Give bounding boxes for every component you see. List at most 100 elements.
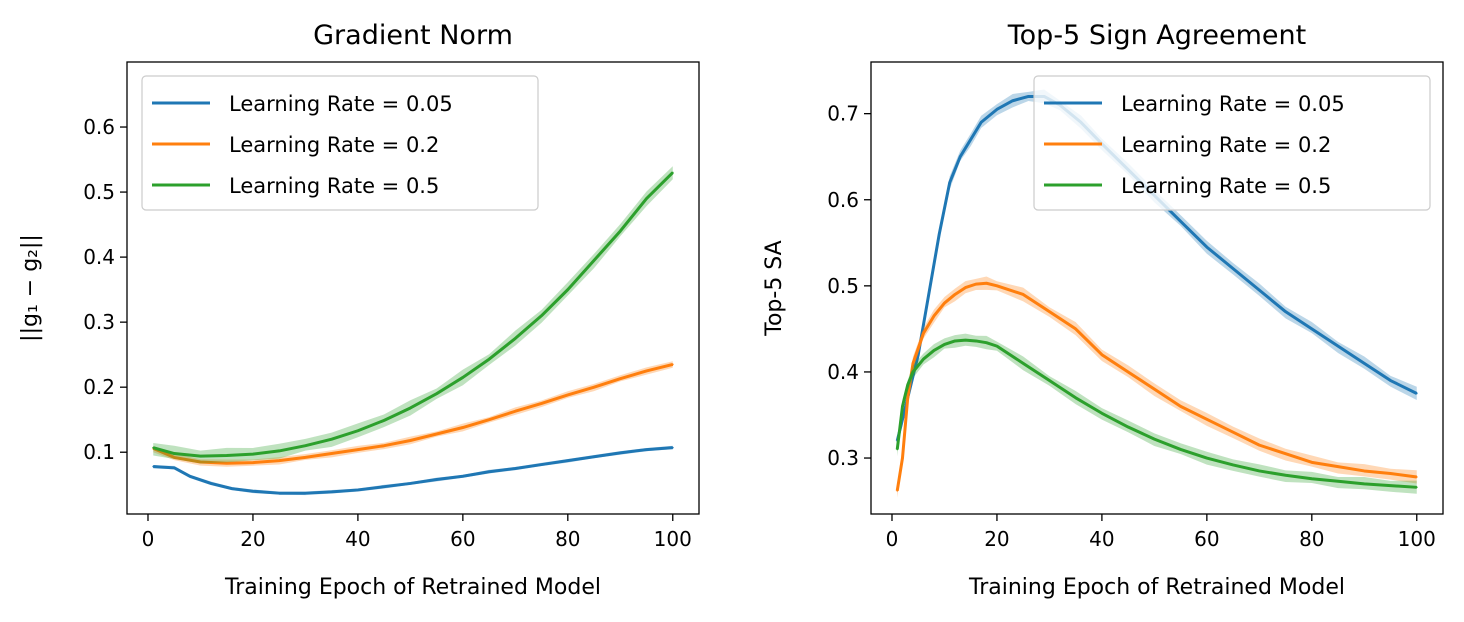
chart2-series-1-point [1027,95,1030,98]
chart2-series-2-band [897,276,1417,498]
chart1-series-1-point [252,490,254,493]
chart2-series-1-point [1363,362,1366,365]
chart2-series-1-point [1284,310,1287,313]
chart2-title: Top-5 Sign Agreement [1007,20,1307,51]
chart1-series-2-point [566,394,569,396]
chart1-series-1-point [409,482,412,485]
chart2-legend [1033,75,1431,211]
chart2-series-1-point [948,181,951,184]
chart2-series-2-point [996,284,998,287]
chart2-series-3-point [1415,486,1418,489]
chart2-series-2-point [1415,476,1418,478]
chart2-series-2-point [964,286,967,289]
chart2-series-3-point [901,405,904,408]
chart2-series-3-point [1258,470,1261,472]
chart2-series-2-point [906,396,909,399]
chart2-series-2-point [985,282,988,285]
chart2-series-3-point [954,340,956,342]
chart1-series-3-point [619,230,622,232]
chart1-series-3-point [514,337,517,340]
chart1-series-3-point [435,392,438,395]
chart2-x-tick-label: 80 [1299,527,1324,551]
chart2-legend-label-2: Learning Rate = 0.2 [1121,133,1331,157]
chart1-series-1-point [461,475,464,478]
chart2-series-3-point [943,343,946,346]
chart1-series-2-point [671,363,674,366]
chart2-x-tick-label: 100 [1398,527,1436,551]
chart2-series-2-point [1074,327,1077,330]
chart1-series-2-point [593,386,595,389]
chart2-series-3-point [906,383,909,386]
chart2-series-1-point [959,155,962,158]
chart2-series-3-point [896,448,899,451]
chart1-series-2-point [173,456,176,459]
chart2-series-2-point [1205,418,1208,421]
chart2-y-tick-label: 0.3 [827,446,859,470]
chart1-series-1-point [488,470,490,473]
chart2-series-3-band [897,333,1417,494]
chart2-series-2-point [1048,310,1051,313]
chart1-y-tick-label: 0.1 [83,440,115,464]
chart1-series-1-point [645,448,648,451]
chart1-series-2-point [383,444,386,447]
chart1-plot-frame [126,61,700,515]
chart2-series-3-point [975,340,977,342]
chart2-series-2-point [1127,371,1130,373]
chart2-series-1-point [917,353,920,356]
chart1-series-2-point [514,410,517,413]
chart2-series-1-point [927,293,930,296]
chart2-series-2-point [954,293,956,296]
chart1-series-1-point [173,466,176,469]
chart2-legend-label-1: Learning Rate = 0.05 [1121,92,1345,116]
chart2-series-3-point [1232,464,1234,466]
chart-panel-top5-sign-agreement: 0 20 40 60 80 100 0.3 0.4 0.5 0.6 0.7 Top-5 Sign Ag… [762,20,1444,600]
chart1-y-axis-label: ||g₁ − g₂|| [18,234,43,342]
chart1-series-2-point [304,456,307,459]
chart2-series-1-point [1415,392,1418,395]
chart2-x-tick-label: 40 [1089,527,1114,551]
chart1-series-2-point [199,461,202,463]
chart2-series-3-point [996,345,998,348]
chart1-series-3-point [304,444,307,447]
chart2-y-axis-label: Top-5 SA [762,240,787,336]
chart1-series-3-point [566,288,569,291]
chart1-series-3-point [152,446,155,449]
chart1-series-2-point [435,433,438,435]
chart2-series-2-point [901,457,904,459]
chart1-series-1-point [152,465,155,468]
chart1-x-tick-label: 20 [240,527,265,551]
chart1-series-3-point [461,376,464,379]
chart1-series-1-point [278,492,281,495]
chart1-series-3-point [225,454,228,457]
chart2-series-2-point [1389,472,1392,475]
chart1-series-2-point [225,462,228,465]
chart1-series-3-point [356,429,359,432]
chart2-series-3-point [1153,438,1156,440]
chart1-series-1-point [383,485,386,488]
chart2-series-3-point [922,358,925,360]
chart1-series-3-point [330,438,333,441]
chart2-series-3-point [1284,474,1287,477]
chart1-legend-label-1: Learning Rate = 0.05 [229,92,453,116]
chart2-series-3-point [1310,477,1313,480]
chart1-y-tick-label: 0.4 [83,245,115,269]
chart1-y-tick-label: 0.3 [83,310,115,334]
chart1-series-2-point [330,452,333,455]
chart1-x-tick-label: 40 [345,527,370,551]
chart1-series-3-point [409,407,412,409]
chart2-series-1-point [1232,267,1234,270]
chart2-series-3-point [985,341,988,344]
chart2-y-tick-label: 0.4 [827,360,859,384]
chart2-x-axis-label: Training Epoch of Retrained Model [968,575,1345,600]
chart2-x-tick-label: 60 [1194,527,1219,551]
chart1-legend-label-3: Learning Rate = 0.5 [229,174,439,198]
chart2-series-1-point [980,121,983,124]
chart2-series-3-point [1363,482,1366,485]
chart2-series-2-point [1179,405,1182,408]
chart2-series-3-point [933,349,935,352]
chart2-plot-frame [870,61,1444,515]
chart2-series-3-point [1205,457,1208,459]
chart2-series-2-point [896,489,899,492]
chart2-series-1-point [1337,345,1339,348]
chart1-series-3-point [173,452,176,455]
